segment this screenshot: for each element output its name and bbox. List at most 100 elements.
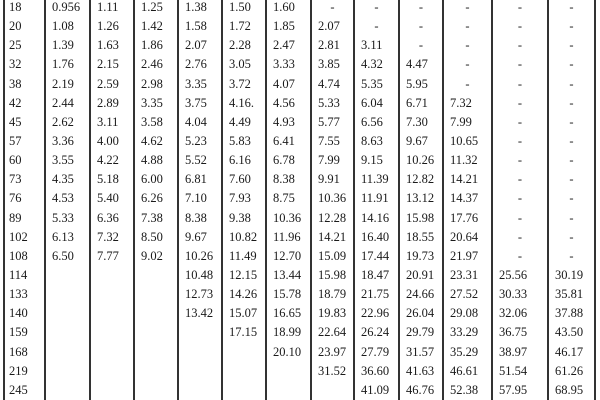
table-cell: 9.91 [310,170,355,190]
table-cell [44,304,91,324]
row-label: 73 [3,170,46,190]
table-cell: 31.57 [398,342,444,362]
table-row: 60 3.55 4.22 4.88 5.52 6.16 6.78 7.99 9.15 10.26 1… [3,151,596,171]
table-cell: 26.24 [353,323,400,343]
table-cell: - [442,55,493,75]
table-cell [44,285,91,305]
table-cell: 10.82 [221,227,267,247]
row-label: 20 [3,17,46,37]
table-row: 168 20.10 23.97 27.79 31.57 35.29 38.97 46.17 [3,342,596,362]
table-cell [177,380,223,400]
table-cell: 7.99 [442,112,493,132]
table-cell: 2.28 [221,36,267,56]
table-cell [177,361,223,381]
row-label: 32 [3,55,46,75]
table-row: 159 17.15 18.99 22.64 26.24 29.79 33.29 36.75 43… [3,323,596,343]
table-cell [177,323,223,343]
table-cell: 10.65 [442,131,493,152]
table-cell: 6.26 [133,189,179,209]
table-cell: 6.50 [44,246,91,266]
row-label: 89 [3,208,46,228]
table-cell: 5.52 [177,151,223,171]
table-cell: 18.79 [310,285,355,305]
table-cell [44,265,91,286]
table-row: 114 10.48 12.15 13.44 15.98 18.47 20.91 23.31 25… [3,265,596,286]
table-cell: 14.16 [353,208,400,228]
table-cell: 4.22 [89,151,135,171]
table-cell: 22.64 [310,323,355,343]
table-cell: - [491,151,549,171]
table-cell: 3.58 [133,112,179,132]
table-cell: 1.08 [44,17,91,37]
table-cell: 18.47 [353,265,400,286]
table-cell: 3.75 [177,93,223,113]
table-cell: 3.35 [177,74,223,94]
table-cell: - [491,36,549,56]
table-cell: - [547,151,596,171]
table-cell: 3.05 [221,55,267,75]
table-cell: 7.32 [89,227,135,247]
table-cell [89,361,135,381]
table-cell: 7.77 [89,246,135,266]
table-cell: 3.11 [353,36,400,56]
table-cell: 9.02 [133,246,179,266]
table-cell: 57.95 [491,380,549,400]
table-row: 133 12.73 14.26 15.78 18.79 21.75 24.66 27.52 30… [3,285,596,305]
table-cell [265,361,312,381]
table-cell: 1.42 [133,17,179,37]
table-cell: 13.12 [398,189,444,209]
table-cell: 14.21 [442,170,493,190]
table-cell: - [491,55,549,75]
table-cell: 1.60 [265,0,312,18]
table-cell: 11.32 [442,151,493,171]
table-cell [89,342,135,362]
table-cell: 35.81 [547,285,596,305]
table-cell: 3.85 [310,55,355,75]
table-cell: - [491,17,549,37]
table-cell [89,265,135,286]
table-cell: 1.50 [221,0,267,18]
table-cell [133,265,179,286]
table-cell [89,323,135,343]
table-cell: 4.16. [221,93,267,113]
table-cell: 2.76 [177,55,223,75]
table-cell: 19.73 [398,246,444,266]
table-cell: 1.38 [177,0,223,18]
table-row: 73 4.35 5.18 6.00 6.81 7.60 8.38 9.91 11.39 12.82… [3,170,596,190]
table-cell: 30.19 [547,265,596,286]
table-cell: 7.10 [177,189,223,209]
table-cell: 7.32 [442,93,493,113]
table-cell: 1.72 [221,17,267,37]
table-cell: 68.95 [547,380,596,400]
table-cell: 19.83 [310,304,355,324]
row-label: 108 [3,246,46,266]
table-cell: 2.07 [310,17,355,37]
table-cell: 1.58 [177,17,223,37]
table-row: 32 1.76 2.15 2.46 2.76 3.05 3.33 3.85 4.32 4.47- -… [3,55,596,75]
table-cell: - [547,189,596,209]
table-cell: 29.08 [442,304,493,324]
table-cell: - [547,208,596,228]
table-row: 219 31.52 36.60 41.63 46.61 51.54 61.26 [3,361,596,381]
table-cell: 5.95 [398,74,444,94]
table-cell: - [547,36,596,56]
table-cell: - [491,208,549,228]
table-cell: 6.16 [221,151,267,171]
table-cell [89,285,135,305]
table-cell: 31.52 [310,361,355,381]
table-cell: 16.65 [265,304,312,324]
table-cell [133,380,179,400]
table-cell: 61.26 [547,361,596,381]
table-row: 76 4.53 5.40 6.26 7.10 7.93 8.75 10.36 11.91 13.1… [3,189,596,209]
table-cell [265,380,312,400]
table-cell: 51.54 [491,361,549,381]
table-cell: 5.33 [44,208,91,228]
table-cell [133,285,179,305]
table-cell: 4.07 [265,74,312,94]
table-cell: 26.04 [398,304,444,324]
table-cell: 6.78 [265,151,312,171]
table-cell: - [547,112,596,132]
row-label: 219 [3,361,46,381]
table-cell: 14.37 [442,189,493,209]
table-cell: 12.15 [221,265,267,286]
